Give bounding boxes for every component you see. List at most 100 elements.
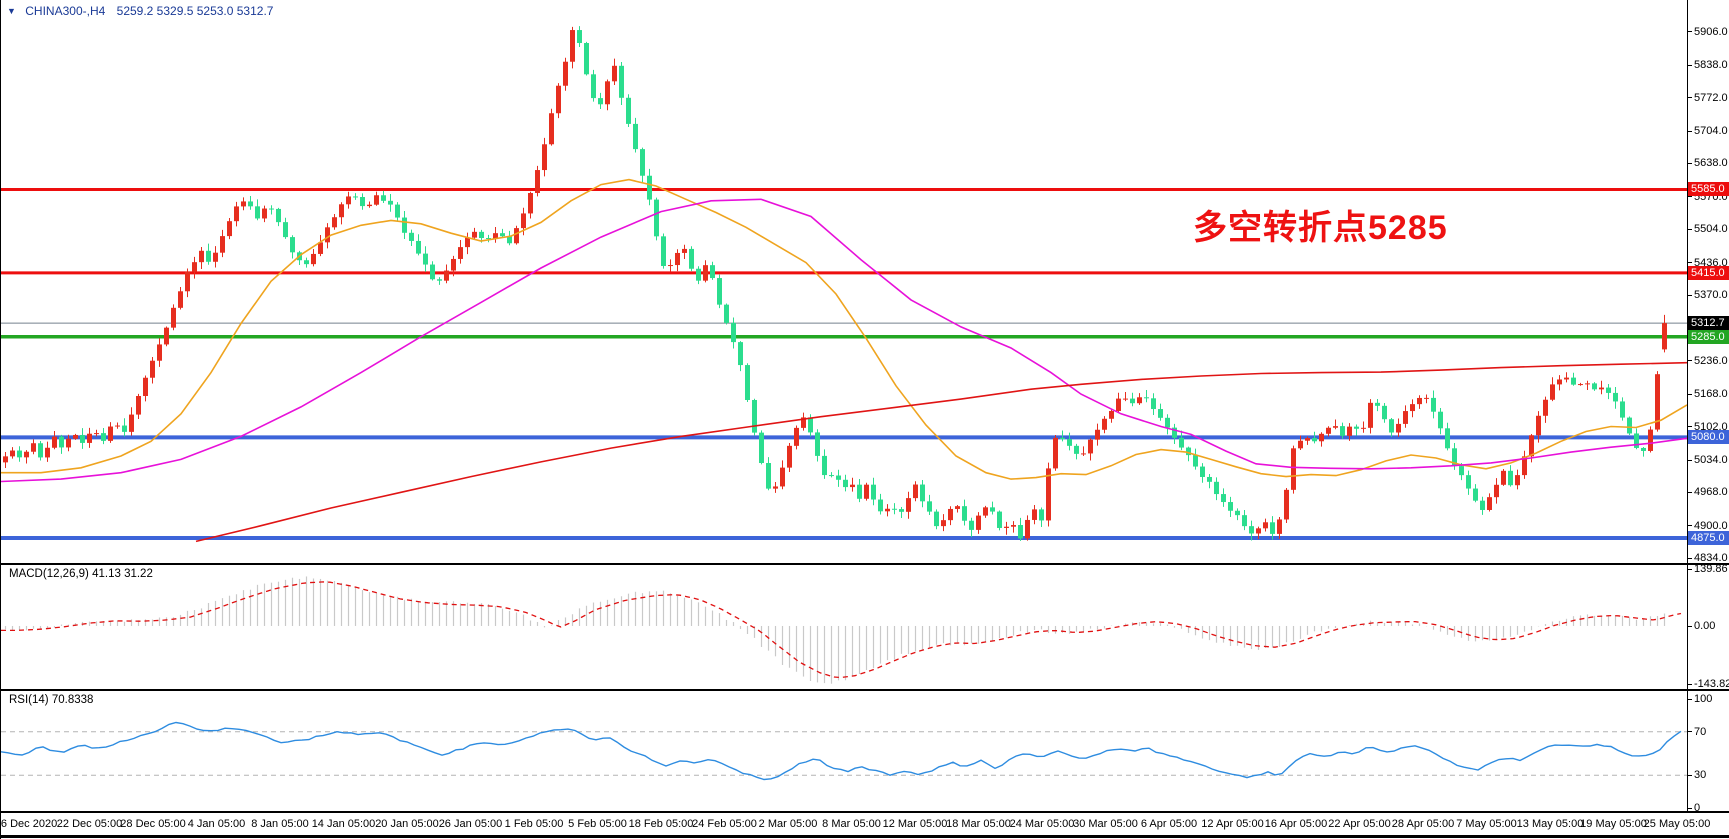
candle-body: [507, 236, 512, 244]
candle-body: [213, 252, 218, 262]
price-tick-label: 4900.0: [1688, 519, 1728, 533]
candle-body: [136, 396, 141, 415]
candle-body: [899, 509, 904, 512]
candle-body: [1662, 323, 1667, 350]
candle-body: [129, 414, 134, 432]
price-tick-label: 5638.0: [1688, 156, 1728, 170]
window-bottom-edge: [1, 835, 1729, 838]
ma-slow-line: [195, 361, 1687, 543]
time-axis[interactable]: 16 Dec 2020 22 Dec 05:00 28 Dec 05:00 4 Jan…: [1, 813, 1729, 836]
candle-body: [780, 467, 785, 487]
candle-body: [1046, 468, 1051, 521]
candle-body: [787, 445, 792, 468]
chevron-down-icon[interactable]: ▼: [7, 6, 16, 16]
candle-body: [1564, 377, 1569, 380]
candle-body: [871, 484, 876, 500]
candle-body: [801, 417, 806, 428]
candle-body: [1648, 429, 1653, 451]
candle-body: [1144, 397, 1149, 399]
candle-body: [815, 432, 820, 456]
candle-body: [416, 240, 421, 254]
candle-body: [1249, 526, 1254, 534]
candle-body: [829, 475, 834, 477]
candle-body: [1109, 411, 1114, 419]
candle-body: [745, 365, 750, 400]
candle-body: [1347, 426, 1352, 436]
candle-body: [864, 484, 869, 499]
candle-body: [1382, 405, 1387, 420]
candle-body: [1592, 383, 1597, 390]
candle-body: [73, 434, 78, 439]
candle-body: [1186, 447, 1191, 456]
candle-body: [885, 508, 890, 512]
candle-body: [493, 233, 498, 239]
rsi-indicator-chart[interactable]: [1, 691, 1687, 811]
candle-body: [1172, 427, 1177, 438]
time-axis-label: 2 Mar 05:00: [758, 818, 818, 830]
candle-body: [1417, 397, 1422, 405]
candle-body: [1494, 484, 1499, 498]
candle-body: [1018, 525, 1023, 539]
candle-body: [1130, 398, 1135, 404]
candle-body: [1445, 428, 1450, 449]
candle-body: [157, 344, 162, 361]
candle-body: [1095, 429, 1100, 440]
candle-body: [689, 248, 694, 269]
candlestick-chart[interactable]: [1, 0, 1687, 563]
candle-body: [227, 221, 232, 237]
macd-indicator-chart[interactable]: [1, 565, 1687, 689]
price-tick-label: 5906.0: [1688, 25, 1728, 39]
price-tick-label: 5168.0: [1688, 387, 1728, 401]
candle-body: [150, 360, 155, 378]
candle-body: [248, 201, 253, 207]
candle-body: [1543, 399, 1548, 416]
time-axis-label: 30 Mar 05:00: [1073, 818, 1138, 830]
level-price-label: 4875.0: [1688, 530, 1729, 545]
candle-body: [1165, 417, 1170, 428]
candle-body: [1557, 379, 1562, 385]
price-axis[interactable]: 5906.0 5838.0 5772.0 5704.0 5638.0 5570.0 5504…: [1688, 0, 1729, 815]
candle-body: [1200, 466, 1205, 477]
candle-body: [808, 417, 813, 433]
candle-body: [122, 425, 127, 432]
candle-body: [437, 279, 442, 281]
candle-body: [528, 193, 533, 214]
candle-body: [1277, 519, 1282, 534]
candle-body: [556, 85, 561, 114]
candle-body: [794, 427, 799, 446]
candle-body: [38, 443, 43, 458]
candle-body: [521, 213, 526, 229]
candle-body: [374, 195, 379, 205]
rsi-tick-label: 0: [1688, 801, 1700, 815]
candle-body: [906, 498, 911, 512]
candle-body: [1025, 519, 1030, 539]
candle-body: [1004, 526, 1009, 528]
candle-body: [101, 433, 106, 441]
candle-body: [1578, 384, 1583, 386]
candle-body: [731, 322, 736, 343]
candle-body: [1620, 401, 1625, 418]
time-axis-label: 25 May 05:00: [1643, 818, 1711, 830]
candle-body: [241, 201, 246, 207]
time-axis-label: 16 Dec 2020: [0, 818, 58, 830]
candle-body: [1242, 515, 1247, 527]
candle-body: [1627, 417, 1632, 434]
candle-body: [367, 204, 372, 207]
candle-body: [1536, 415, 1541, 436]
candle-body: [1214, 481, 1219, 495]
candle-body: [598, 98, 603, 105]
candle-body: [717, 278, 722, 305]
candle-body: [59, 436, 64, 448]
candle-body: [276, 208, 281, 223]
candle-body: [262, 208, 267, 219]
candle-body: [52, 436, 57, 448]
panel-separator[interactable]: [1, 563, 1729, 565]
candle-body: [955, 506, 960, 509]
candle-body: [1522, 456, 1527, 476]
macd-values: 41.13 31.22: [92, 568, 153, 580]
macd-signal-line: [1, 581, 1682, 679]
time-axis-label: 28 Apr 05:00: [1391, 818, 1455, 830]
rsi-tick-label: 100: [1688, 692, 1712, 706]
candle-body: [661, 236, 666, 267]
panel-separator[interactable]: [1, 689, 1729, 691]
